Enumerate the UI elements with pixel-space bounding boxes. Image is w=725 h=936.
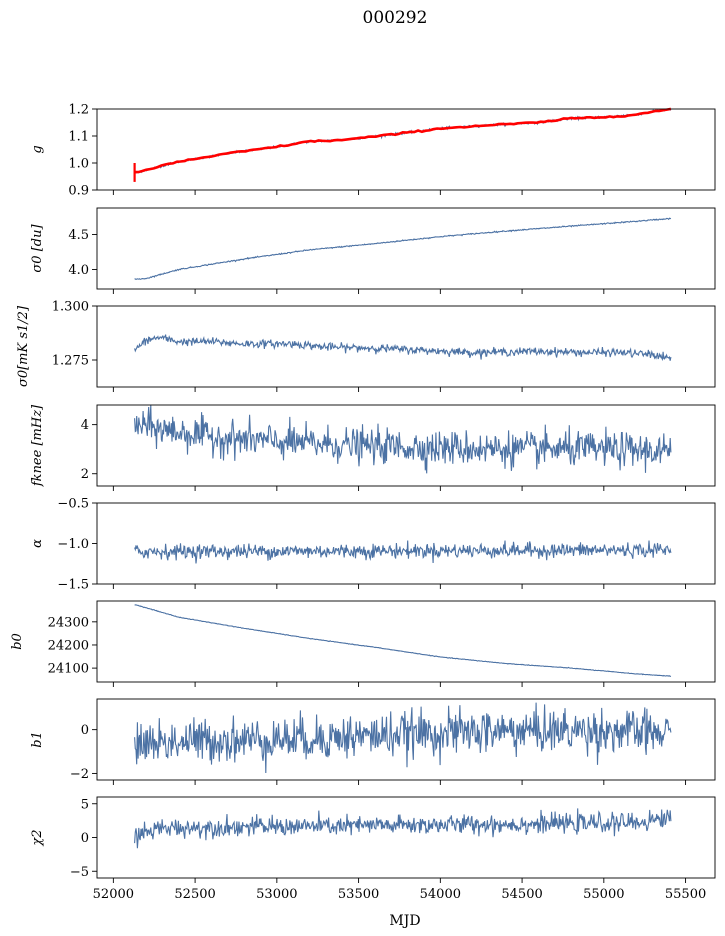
axes-frame-chi2 — [96, 796, 716, 879]
axes-frame-sigma0_du — [96, 207, 716, 290]
panel-sigma0_du: 4.0 4.5 σ0 [du] — [30, 207, 716, 294]
series-alpha — [134, 540, 672, 564]
ylabel-alpha: α — [30, 539, 45, 548]
ytick-label: −0.5 — [57, 497, 89, 512]
panel-b0: 24100 24200 24300 b0 — [10, 600, 716, 687]
panel-chi2: −5 0 5 52000 52500 53000 53500 54000 54500 55000 5… — [30, 796, 716, 902]
axes-frame-alpha — [96, 502, 716, 585]
ytick-label: 1.2 — [68, 103, 89, 118]
ytick-label: −1.0 — [57, 537, 89, 552]
series-b0 — [134, 604, 672, 678]
x-axis-label: MJD — [389, 913, 420, 929]
ytick-label: 2 — [81, 467, 89, 482]
ytick-label: 1.275 — [52, 354, 89, 369]
series-sigma0_mk — [134, 334, 672, 362]
panel-fknee: 2 4 fknee [mHz] — [30, 404, 716, 491]
axes-frame-fknee — [96, 404, 716, 487]
series-g — [134, 108, 672, 174]
ytick-label: −1.5 — [57, 578, 89, 593]
ytick-label: −5 — [70, 865, 89, 880]
xtick-label: 55000 — [583, 887, 624, 902]
fit-g — [134, 107, 672, 174]
panel-alpha: −1.5 −1.0 −0.5 α — [30, 497, 716, 593]
ytick-label: 4.5 — [68, 228, 89, 243]
xtick-label: 54000 — [420, 887, 461, 902]
ytick-label: 24300 — [48, 615, 89, 630]
axes-frame-b0 — [96, 600, 716, 683]
ytick-label: 1.300 — [52, 300, 89, 315]
ytick-label: 0 — [81, 723, 89, 738]
ytick-label: 1.1 — [68, 130, 89, 145]
ytick-label: 1.0 — [68, 157, 89, 172]
ylabel-fknee: fknee [mHz] — [30, 404, 45, 487]
xtick-label: 52500 — [174, 887, 215, 902]
series-chi2 — [134, 808, 672, 849]
panel-g: 0.9 1.0 1.1 1.2 g — [30, 103, 716, 199]
xtick-label: 52000 — [93, 887, 134, 902]
series-b1 — [134, 702, 672, 774]
ylabel-b0: b0 — [10, 633, 25, 650]
panels: 0.9 1.0 1.1 1.2 g 4.0 4.5 σ0 [du] 1.275 1.300 σ0[m… — [10, 103, 716, 902]
ylabel-chi2: χ2 — [30, 829, 45, 846]
ytick-label: 0.9 — [68, 184, 89, 199]
xtick-label: 55500 — [665, 887, 706, 902]
ytick-label: 4 — [81, 418, 89, 433]
xtick-label: 53500 — [338, 887, 379, 902]
ytick-label: 4.0 — [68, 263, 89, 278]
ytick-label: 24200 — [48, 638, 89, 653]
xtick-label: 53000 — [256, 887, 297, 902]
panel-b1: −2 0 b1 — [30, 698, 716, 785]
axes-frame-b1 — [96, 698, 716, 781]
ylabel-g: g — [30, 145, 45, 153]
xtick-label: 54500 — [501, 887, 542, 902]
ytick-label: 5 — [81, 797, 89, 812]
axes-frame-g — [96, 108, 716, 191]
chart-title: 000292 — [363, 8, 428, 28]
ytick-label: 24100 — [48, 662, 89, 677]
ytick-label: 0 — [81, 831, 89, 846]
panel-sigma0_mk: 1.275 1.300 σ0[mK s1/2] — [16, 300, 716, 392]
ytick-label: −2 — [70, 767, 89, 782]
ylabel-sigma0_du: σ0 [du] — [30, 224, 45, 273]
series-fknee — [134, 405, 672, 474]
axes-frame-sigma0_mk — [96, 305, 716, 388]
ylabel-sigma0_mk: σ0[mK s1/2] — [16, 305, 31, 387]
series-sigma0_du — [134, 217, 672, 281]
ylabel-b1: b1 — [30, 731, 45, 748]
